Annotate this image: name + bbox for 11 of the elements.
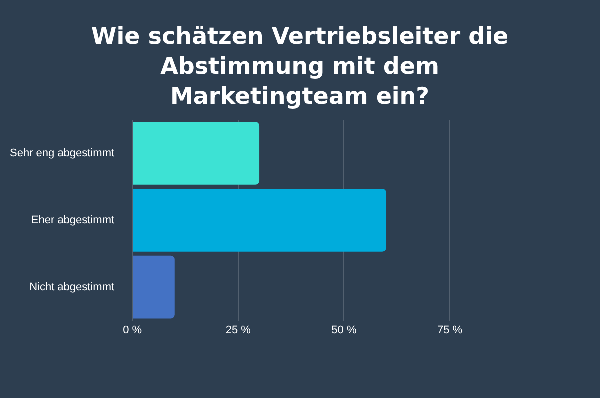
y-tick-label: Nicht abgestimmt — [30, 281, 115, 294]
x-tick-label: 75 % — [437, 324, 463, 336]
bar — [133, 188, 387, 252]
x-tick-label: 50 % — [332, 324, 357, 336]
y-tick-label: Eher abgestimmt — [31, 214, 115, 226]
x-tick-label: 0 % — [123, 324, 142, 336]
bar — [133, 256, 175, 319]
bar — [133, 122, 260, 185]
x-tick-label: 25 % — [226, 324, 252, 336]
chart-title: Wie schätzen Vertriebsleiter die Abstimmung mit dem Marketingteam ein? — [90, 23, 510, 112]
y-tick-label: Sehr eng abgestimmt — [10, 148, 115, 160]
